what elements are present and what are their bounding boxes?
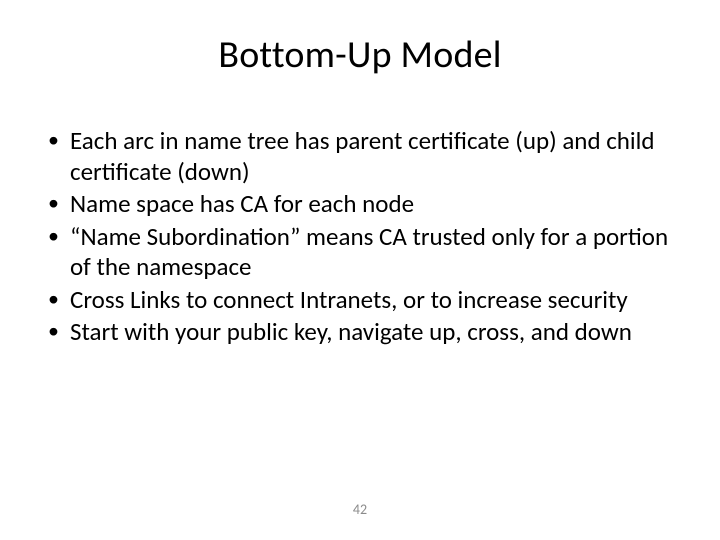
slide-container: Bottom-Up Model Each arc in name tree ha… [0, 0, 720, 540]
slide-title: Bottom-Up Model [38, 32, 682, 78]
bullet-text: “Name Subordination” means CA trusted on… [70, 221, 668, 283]
bullet-text: Cross Links to connect Intranets, or to … [70, 284, 628, 315]
page-number: 42 [0, 501, 720, 518]
bullet-list: Each arc in name tree has parent certifi… [38, 126, 682, 348]
list-item: “Name Subordination” means CA trusted on… [44, 222, 682, 283]
list-item: Start with your public key, navigate up,… [44, 317, 682, 348]
bullet-text: Start with your public key, navigate up,… [70, 316, 632, 347]
list-item: Name space has CA for each node [44, 189, 682, 220]
list-item: Each arc in name tree has parent certifi… [44, 126, 682, 187]
list-item: Cross Links to connect Intranets, or to … [44, 285, 682, 316]
bullet-text: Name space has CA for each node [70, 188, 414, 219]
bullet-text: Each arc in name tree has parent certifi… [70, 125, 655, 187]
